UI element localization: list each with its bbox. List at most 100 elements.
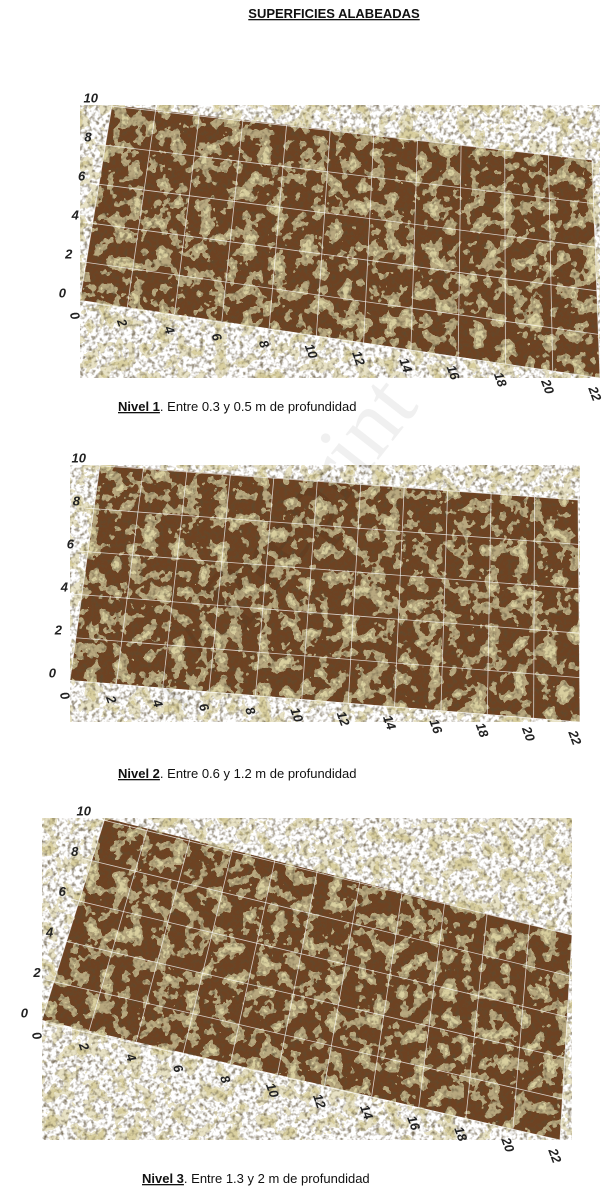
x-tick-label: 6	[209, 331, 226, 344]
grid-line	[59, 679, 581, 723]
y-tick-label: 4	[45, 925, 54, 940]
grid-line	[79, 104, 113, 301]
grid-line	[82, 858, 570, 977]
x-tick-label: 14	[396, 356, 415, 375]
grid-line	[174, 114, 200, 315]
surface-panel: 0 2 4 6 8 10 0 2 4 6 8 10 12 14 16 18 20 22 Nivel 1. Entre…	[59, 90, 605, 414]
grid-line	[591, 159, 601, 379]
grid-line	[547, 154, 554, 371]
grid-line	[221, 119, 244, 322]
x-tick-label: 10	[302, 342, 321, 361]
figure-caption: Nivel 3. Entre 1.3 y 2 m de profundidad	[142, 1171, 370, 1186]
y-tick-label: 8	[84, 129, 92, 144]
y-tick-label: 0	[21, 1005, 29, 1020]
caption-text: . Entre 0.3 y 0.5 m de profundidad	[160, 399, 357, 414]
grid-line	[57, 938, 565, 1059]
x-tick-label: 14	[357, 1103, 376, 1122]
grid-line	[77, 550, 579, 590]
x-tick-label: 20	[498, 1134, 518, 1154]
grid-line	[94, 817, 573, 936]
grid-line	[126, 109, 157, 308]
figure-caption: Nivel 1. Entre 0.3 y 0.5 m de profundida…	[118, 399, 357, 414]
grid-line	[69, 898, 568, 1018]
grid-line	[255, 477, 275, 696]
x-tick-label: 4	[123, 1051, 140, 1065]
y-tick-label: 6	[67, 536, 75, 551]
x-tick-label: 22	[585, 383, 605, 403]
grid-line	[410, 139, 418, 350]
surface-panel: 0 2 4 6 8 10 0 2 4 6 8 10 12 14 16 18 20 22 Nivel 3. Entre…	[21, 803, 573, 1186]
x-tick-label: 12	[349, 349, 368, 368]
grid-line	[82, 221, 597, 292]
grid-line	[418, 903, 446, 1108]
grid-line	[69, 464, 101, 681]
x-tick-label: 16	[404, 1114, 423, 1133]
grid-line	[89, 182, 596, 248]
grid-line	[504, 149, 506, 364]
x-tick-label: 2	[75, 1040, 92, 1054]
x-tick-label: 22	[545, 1145, 565, 1165]
grid-line	[41, 817, 106, 1021]
grid-line	[83, 507, 579, 545]
x-tick-label: 6	[170, 1062, 187, 1075]
x-tick-label: 18	[451, 1124, 470, 1143]
x-tick-label: 22	[565, 727, 585, 747]
grid-line	[162, 471, 188, 688]
y-tick-label: 2	[32, 965, 41, 980]
caption-label: Nivel 1	[118, 399, 160, 414]
grid-line	[69, 299, 601, 379]
caption-label: Nivel 3	[142, 1171, 184, 1186]
grid-line	[457, 144, 462, 357]
grid-line	[115, 468, 144, 684]
x-tick-label: 18	[473, 721, 492, 740]
y-tick-label: 0	[59, 285, 67, 300]
x-tick-label: 12	[334, 709, 353, 728]
grid-line	[44, 979, 563, 1100]
grid-line	[363, 134, 375, 343]
surface-relief	[42, 818, 572, 1140]
x-tick-label: 0	[29, 1030, 46, 1043]
grid-line	[65, 636, 580, 678]
y-tick-label: 2	[54, 622, 63, 637]
grid-line	[440, 490, 449, 711]
grid-line	[559, 934, 573, 1141]
caption-label: Nivel 2	[118, 766, 160, 781]
grid-line	[71, 593, 580, 634]
x-tick-label: 20	[538, 376, 558, 396]
grid-line	[89, 464, 579, 501]
grid-line	[229, 860, 276, 1064]
grid-line	[31, 1019, 561, 1141]
x-tick-label: 8	[242, 705, 259, 718]
y-tick-label: 8	[73, 493, 81, 508]
y-tick-label: 10	[72, 450, 87, 465]
caption-text: . Entre 1.3 y 2 m de profundidad	[184, 1171, 370, 1186]
y-tick-label: 6	[78, 168, 86, 183]
x-tick-label: 0	[57, 690, 74, 703]
figure-caption: Nivel 2. Entre 0.6 y 1.2 m de profundida…	[118, 766, 357, 781]
grid-line	[512, 924, 530, 1130]
grid-line	[208, 474, 231, 692]
x-tick-label: 12	[310, 1092, 329, 1111]
grid-line	[268, 124, 287, 329]
x-tick-label: 16	[444, 363, 463, 382]
grid-line	[324, 881, 361, 1086]
y-tick-label: 6	[59, 884, 67, 899]
surface-relief	[70, 465, 580, 722]
grid-line	[277, 871, 318, 1075]
grid-line	[101, 104, 593, 161]
grid-line	[88, 828, 148, 1032]
grid-line	[315, 129, 331, 336]
grid-line	[135, 839, 191, 1042]
grid-line	[577, 499, 581, 723]
y-tick-label: 8	[71, 844, 79, 859]
x-tick-label: 16	[426, 717, 445, 736]
x-tick-label: 4	[161, 323, 178, 337]
x-tick-label: 2	[103, 693, 120, 707]
grid-line	[465, 913, 488, 1119]
grid-line	[76, 260, 599, 335]
grid-line	[371, 892, 403, 1097]
caption-text: . Entre 0.6 y 1.2 m de profundidad	[160, 766, 357, 781]
x-tick-label: 2	[114, 316, 131, 330]
x-tick-label: 0	[67, 310, 84, 323]
